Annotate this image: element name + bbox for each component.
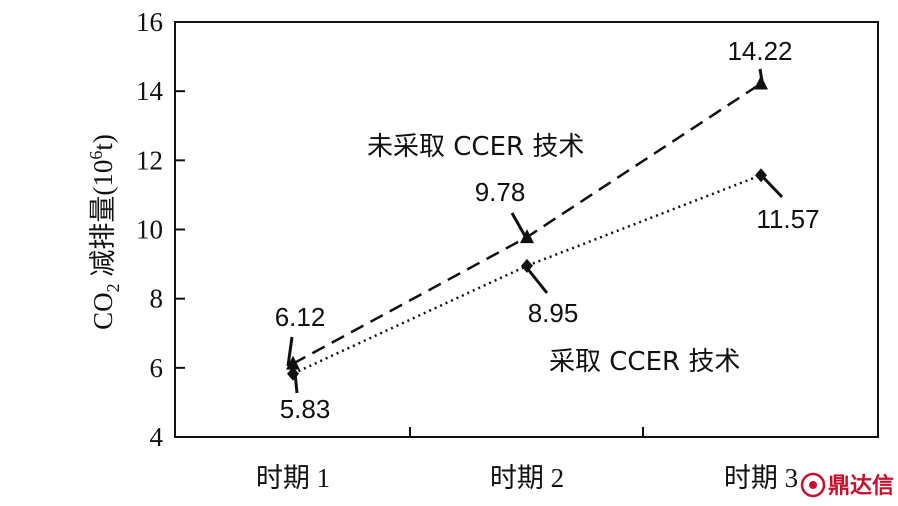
data-label: 5.83 [280,394,331,424]
data-label: 9.78 [475,177,526,207]
y-axis-ticks: 4 6 8 10 12 14 16 [136,7,185,452]
watermark: 鼎达信 [800,472,894,499]
series-label-ccer: 采取 CCER 技术 [549,347,740,377]
data-label-pointer [525,267,549,294]
y-label-part: 减排量(10 [88,160,118,284]
y-tick-label: 14 [136,76,164,106]
y-label-part: CO [88,292,118,330]
y-label-superscript: 6 [86,151,106,160]
watermark-logo-icon-inner [809,481,817,489]
x-axis-ticks: 时期 1 时期 2 时期 3 [256,427,798,493]
data-label: 8.95 [528,298,579,328]
data-label-pointer [758,68,764,82]
series-0-point [286,355,300,370]
watermark-text: 鼎达信 [828,473,894,499]
series-0-point [520,229,534,244]
watermark-logo-icon [800,472,826,498]
y-tick-label: 12 [136,145,163,175]
series-line-1 [292,174,762,375]
y-label-subscript: 2 [103,283,123,292]
series-label-no-ccer: 未采取 CCER 技术 [367,132,584,162]
data-label: 11.57 [756,204,819,234]
series-1-point [521,258,533,273]
data-label-pointer [510,212,527,237]
y-label-part: t) [88,134,118,151]
series-labels: 未采取 CCER 技术 采取 CCER 技术 [367,132,740,377]
y-tick-label: 6 [150,353,164,383]
y-axis-label: CO2 减排量(106t) [86,134,123,330]
y-tick-label: 4 [150,422,164,452]
x-tick-label: 时期 1 [256,463,330,493]
data-label: 6.12 [275,302,326,332]
data-label-pointer [286,336,294,367]
x-tick-label: 时期 2 [490,463,564,493]
series-group: 6.12 9.78 14.22 5.83 8.95 11.57 [275,36,820,424]
data-label-pointer [293,372,299,394]
series-0-point [754,75,768,90]
y-tick-label: 16 [136,7,163,37]
x-tick-label: 时期 3 [724,463,798,493]
y-tick-label: 8 [150,284,164,314]
y-tick-label: 10 [136,215,163,245]
data-label-pointer [761,175,784,199]
data-label: 14.22 [727,36,792,66]
